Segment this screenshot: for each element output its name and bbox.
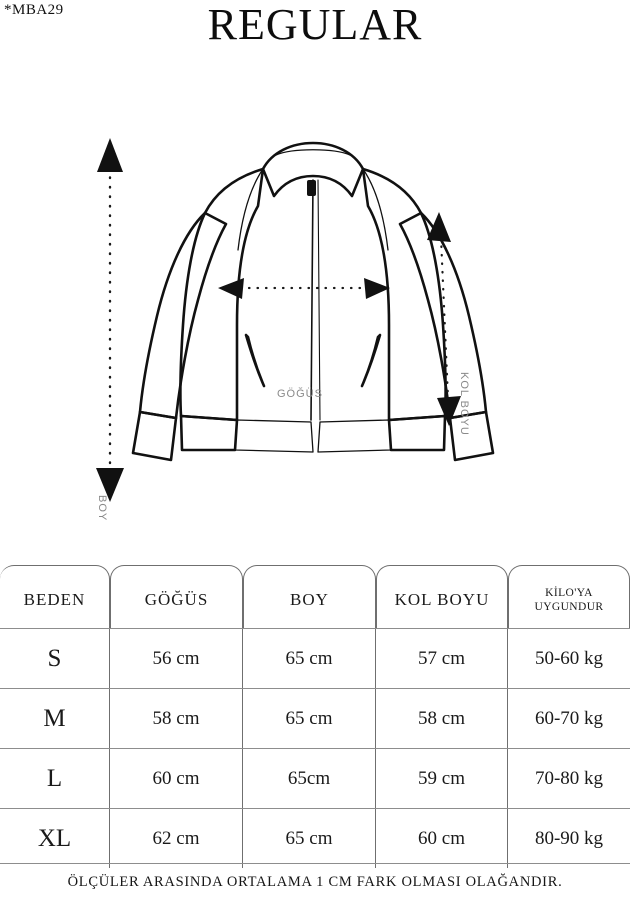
cell-length: 65 cm bbox=[243, 629, 376, 688]
cell-sleeve: 58 cm bbox=[376, 689, 508, 748]
pocket-right bbox=[360, 333, 382, 388]
cell-weight: 80-90 kg bbox=[534, 827, 604, 849]
column-header-kiloya-uygundur: KİLO'YA UYGUNDUR bbox=[508, 565, 630, 628]
cell-chest: 58 cm bbox=[110, 689, 243, 748]
table-row: S 56 cm 65 cm 57 cm 50-60 kg bbox=[0, 628, 630, 688]
cell-chest: 60 cm bbox=[110, 749, 243, 808]
hem-band-right bbox=[387, 414, 447, 452]
table-row: XL 62 cm 65 cm 60 cm 80-90 kg bbox=[0, 808, 630, 868]
chest-dimension-arrow bbox=[218, 278, 390, 299]
length-arrowhead-up bbox=[97, 138, 123, 172]
table-bottom-rule bbox=[0, 863, 630, 864]
table-header-row: BEDEN GÖĞÜS BOY KOL BOYU KİLO'YA UYGUNDU… bbox=[0, 565, 630, 628]
zipper-line bbox=[310, 179, 314, 421]
kilo-header-line-1: KİLO'YA bbox=[545, 586, 593, 599]
cell-sleeve: 59 cm bbox=[376, 749, 508, 808]
jacket-measurement-diagram: BOY KOL BOYU GÖĞÜS bbox=[0, 120, 630, 540]
product-code: *MBA29 bbox=[4, 2, 64, 18]
cell-length: 65 cm bbox=[243, 809, 376, 868]
sleeve-dotted-line bbox=[439, 236, 450, 400]
chest-measurement-label: GÖĞÜS bbox=[277, 388, 323, 400]
body-left bbox=[179, 167, 265, 422]
chest-arrowhead-right bbox=[364, 278, 390, 299]
shoulder-seam-right bbox=[362, 168, 389, 251]
size-chart-table: BEDEN GÖĞÜS BOY KOL BOYU KİLO'YA UYGUNDU… bbox=[0, 565, 630, 868]
cell-size: M bbox=[0, 689, 110, 748]
length-dimension-arrow bbox=[96, 138, 124, 502]
hem-band-center-left bbox=[234, 419, 314, 453]
cell-chest: 62 cm bbox=[110, 809, 243, 868]
column-header-beden: BEDEN bbox=[0, 565, 110, 628]
sleeve-arrowhead-up bbox=[427, 212, 451, 242]
zipper-placket-edge bbox=[317, 179, 321, 421]
pocket-left bbox=[244, 333, 266, 388]
zipper-pull bbox=[307, 180, 316, 196]
hem-band-left bbox=[179, 414, 239, 452]
body-right bbox=[361, 167, 447, 422]
cuff-right bbox=[448, 410, 495, 462]
cell-sleeve: 57 cm bbox=[376, 629, 508, 688]
cell-weight: 60-70 kg bbox=[534, 707, 604, 729]
sleeve-measurement-label: KOL BOYU bbox=[458, 372, 470, 436]
kilo-header-line-2: UYGUNDUR bbox=[534, 601, 604, 613]
chest-arrowhead-left bbox=[218, 278, 244, 299]
table-row: M 58 cm 65 cm 58 cm 60-70 kg bbox=[0, 688, 630, 748]
cell-size: S bbox=[0, 629, 110, 688]
cell-sleeve: 60 cm bbox=[376, 809, 508, 868]
length-arrowhead-down bbox=[96, 468, 124, 502]
column-header-gogus: GÖĞÜS bbox=[110, 565, 243, 628]
cell-chest: 56 cm bbox=[110, 629, 243, 688]
page-title: REGULAR bbox=[207, 0, 423, 49]
cell-length: 65 cm bbox=[243, 689, 376, 748]
cell-weight: 70-80 kg bbox=[534, 767, 604, 789]
jacket-illustration-svg bbox=[96, 138, 495, 502]
cell-size: XL bbox=[0, 809, 110, 868]
hem-band-center-right bbox=[317, 419, 392, 453]
sleeve-arrowhead-down bbox=[437, 396, 461, 426]
column-header-kol-boyu: KOL BOYU bbox=[376, 565, 508, 628]
cell-length: 65cm bbox=[243, 749, 376, 808]
cuff-left bbox=[131, 410, 178, 462]
sleeve-dimension-arrow bbox=[427, 212, 461, 426]
cell-size: L bbox=[0, 749, 110, 808]
collar-top-fold bbox=[275, 149, 351, 156]
cell-weight: 50-60 kg bbox=[534, 647, 604, 669]
length-measurement-label: BOY bbox=[96, 495, 108, 522]
column-header-boy: BOY bbox=[243, 565, 376, 628]
shoulder-seam-left bbox=[237, 168, 264, 251]
collar bbox=[261, 141, 365, 198]
table-row: L 60 cm 65cm 59 cm 70-80 kg bbox=[0, 748, 630, 808]
measurement-tolerance-note: ÖLÇÜLER ARASINDA ORTALAMA 1 CM FARK OLMA… bbox=[67, 874, 563, 890]
